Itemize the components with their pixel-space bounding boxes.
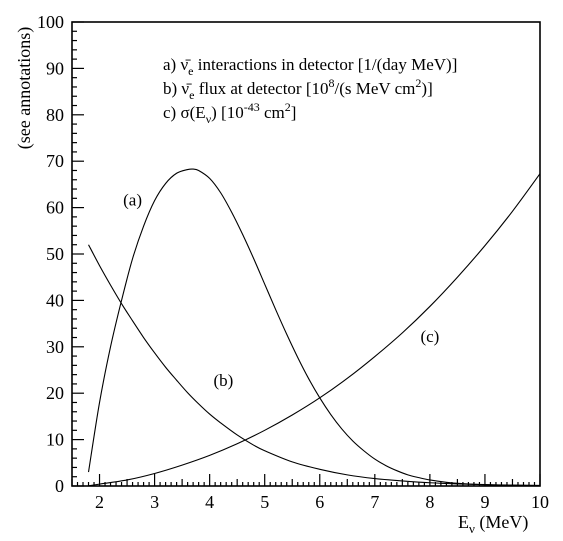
x-tick-label: 9 xyxy=(480,492,489,512)
x-axis-label: Eν (MeV) xyxy=(458,512,528,536)
x-tick-label: 8 xyxy=(425,492,434,512)
y-tick-label: 10 xyxy=(46,430,64,450)
legend: a) ν̄e interactions in detector [1/(day … xyxy=(163,55,457,126)
legend-entry-b: b) ν̄e flux at detector [108/(s MeV cm2)… xyxy=(163,76,433,102)
x-tick-label: 2 xyxy=(95,492,104,512)
curves xyxy=(87,168,541,487)
y-tick-label: 80 xyxy=(46,105,64,125)
x-tick-label: 5 xyxy=(260,492,269,512)
y-tick-label: 70 xyxy=(46,151,64,171)
x-tick-label: 7 xyxy=(370,492,379,512)
legend-entry-a: a) ν̄e interactions in detector [1/(day … xyxy=(163,55,457,78)
y-tick-label: 0 xyxy=(55,476,64,496)
y-tick-label: 50 xyxy=(46,244,64,264)
series-line-b xyxy=(88,244,541,486)
y-tick-label: 90 xyxy=(46,58,64,78)
y-tick-label: 40 xyxy=(46,290,64,310)
legend-entry-c: c) σ(Eν) [10-43 cm2] xyxy=(163,100,296,126)
curve-label-a: (a) xyxy=(123,190,142,209)
y-tick-label: 30 xyxy=(46,337,64,357)
y-tick-label: 100 xyxy=(37,12,64,32)
y-axis-label: (see annotations) xyxy=(14,27,35,149)
x-tick-label: 10 xyxy=(531,492,549,512)
curve-label-c: (c) xyxy=(420,327,439,346)
series-line-c xyxy=(88,173,541,487)
x-tick-label: 3 xyxy=(150,492,159,512)
curve-label-b: (b) xyxy=(213,371,233,390)
x-tick-label: 6 xyxy=(315,492,324,512)
x-tick-label: 4 xyxy=(205,492,214,512)
series-line-a xyxy=(87,168,541,487)
y-tick-label: 20 xyxy=(46,383,64,403)
y-tick-label: 60 xyxy=(46,198,64,218)
labels: (a) (b) (c) xyxy=(123,190,439,390)
